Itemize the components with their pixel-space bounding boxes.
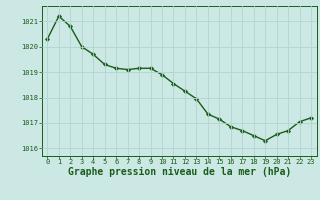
X-axis label: Graphe pression niveau de la mer (hPa): Graphe pression niveau de la mer (hPa) — [68, 167, 291, 177]
